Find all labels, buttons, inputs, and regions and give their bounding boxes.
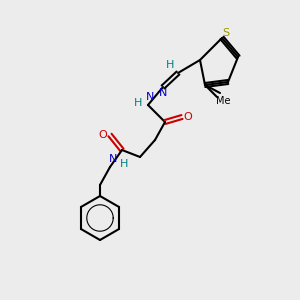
Text: Me: Me <box>216 96 230 106</box>
Text: S: S <box>222 28 230 38</box>
Text: H: H <box>134 98 142 108</box>
Text: N: N <box>159 88 167 98</box>
Text: N: N <box>146 92 154 102</box>
Text: O: O <box>184 112 192 122</box>
Text: N: N <box>109 154 117 164</box>
Text: O: O <box>99 130 107 140</box>
Text: H: H <box>166 60 174 70</box>
Text: H: H <box>120 159 128 169</box>
